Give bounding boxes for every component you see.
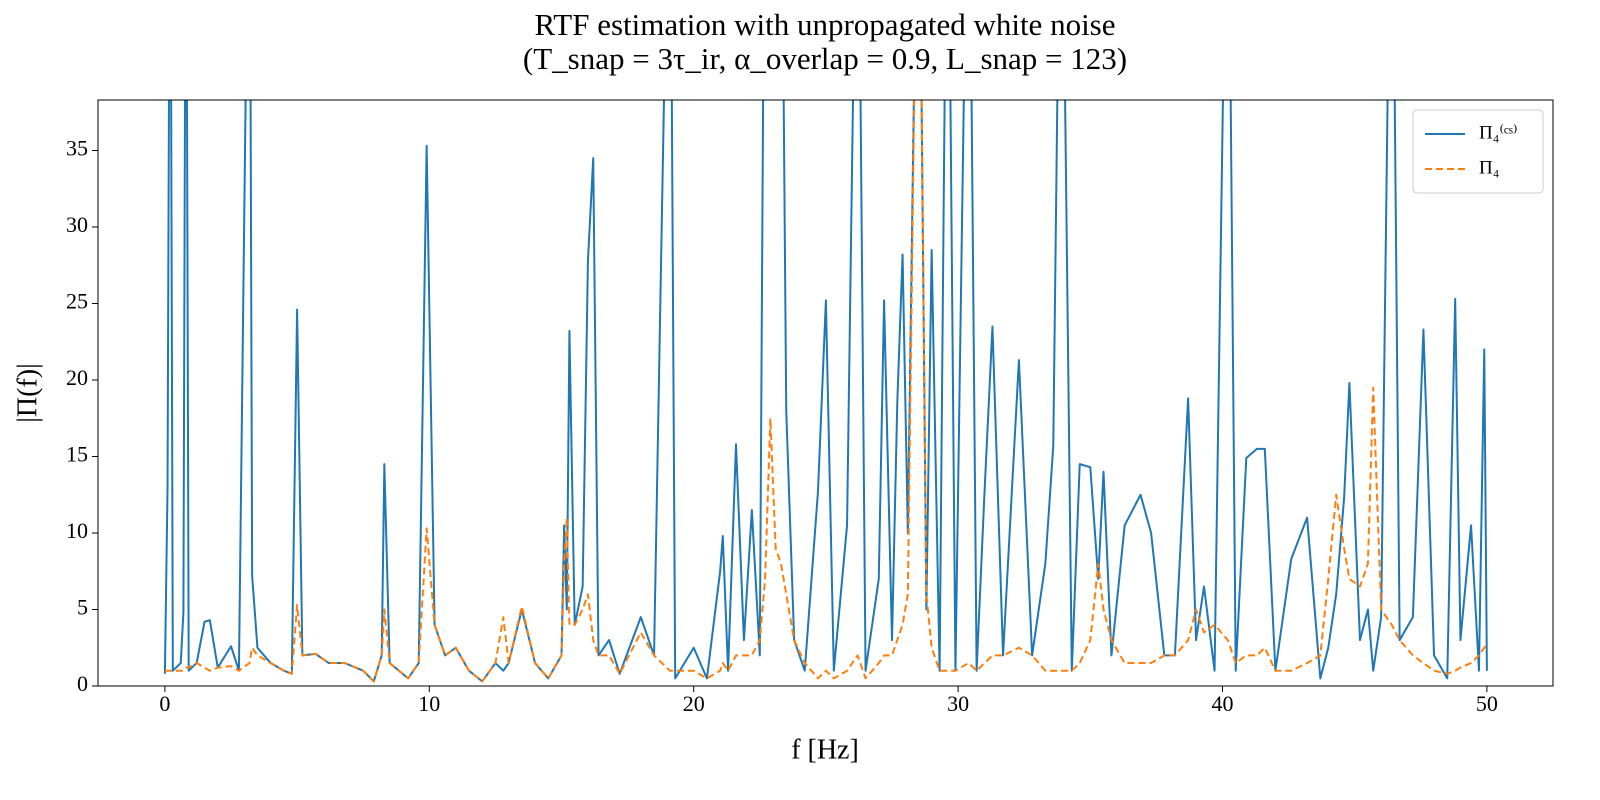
chart-title: RTF estimation with unpropagated white n… (534, 7, 1115, 42)
y-tick-label: 5 (77, 595, 88, 620)
legend-label: Π₄⁽ᶜˢ⁾ (1479, 122, 1518, 143)
y-axis-label: |Π(f)| (12, 363, 43, 422)
x-axis-label: f [Hz] (791, 734, 859, 765)
y-tick-label: 35 (66, 136, 88, 161)
x-tick-label: 50 (1476, 691, 1498, 716)
x-tick-label: 30 (947, 691, 969, 716)
plot-area (163, 100, 1488, 683)
y-tick-label: 30 (66, 212, 88, 237)
legend-label: Π₄ (1479, 157, 1499, 178)
y-tick-label: 15 (66, 442, 88, 467)
series-line (164, 100, 1488, 683)
x-tick-label: 0 (159, 691, 170, 716)
y-tick-label: 20 (66, 365, 88, 390)
x-tick-label: 20 (683, 691, 705, 716)
series-line (163, 100, 1488, 683)
chart-subtitle: (T_snap = 3τ_ir, α_overlap = 0.9, L_snap… (523, 41, 1127, 76)
legend-box (1412, 109, 1544, 194)
y-tick-label: 10 (66, 518, 88, 543)
x-tick-label: 40 (1211, 691, 1233, 716)
plot-frame (97, 99, 1554, 687)
y-tick-label: 25 (66, 289, 88, 314)
x-tick-label: 10 (418, 691, 440, 716)
y-tick-label: 0 (77, 671, 88, 696)
